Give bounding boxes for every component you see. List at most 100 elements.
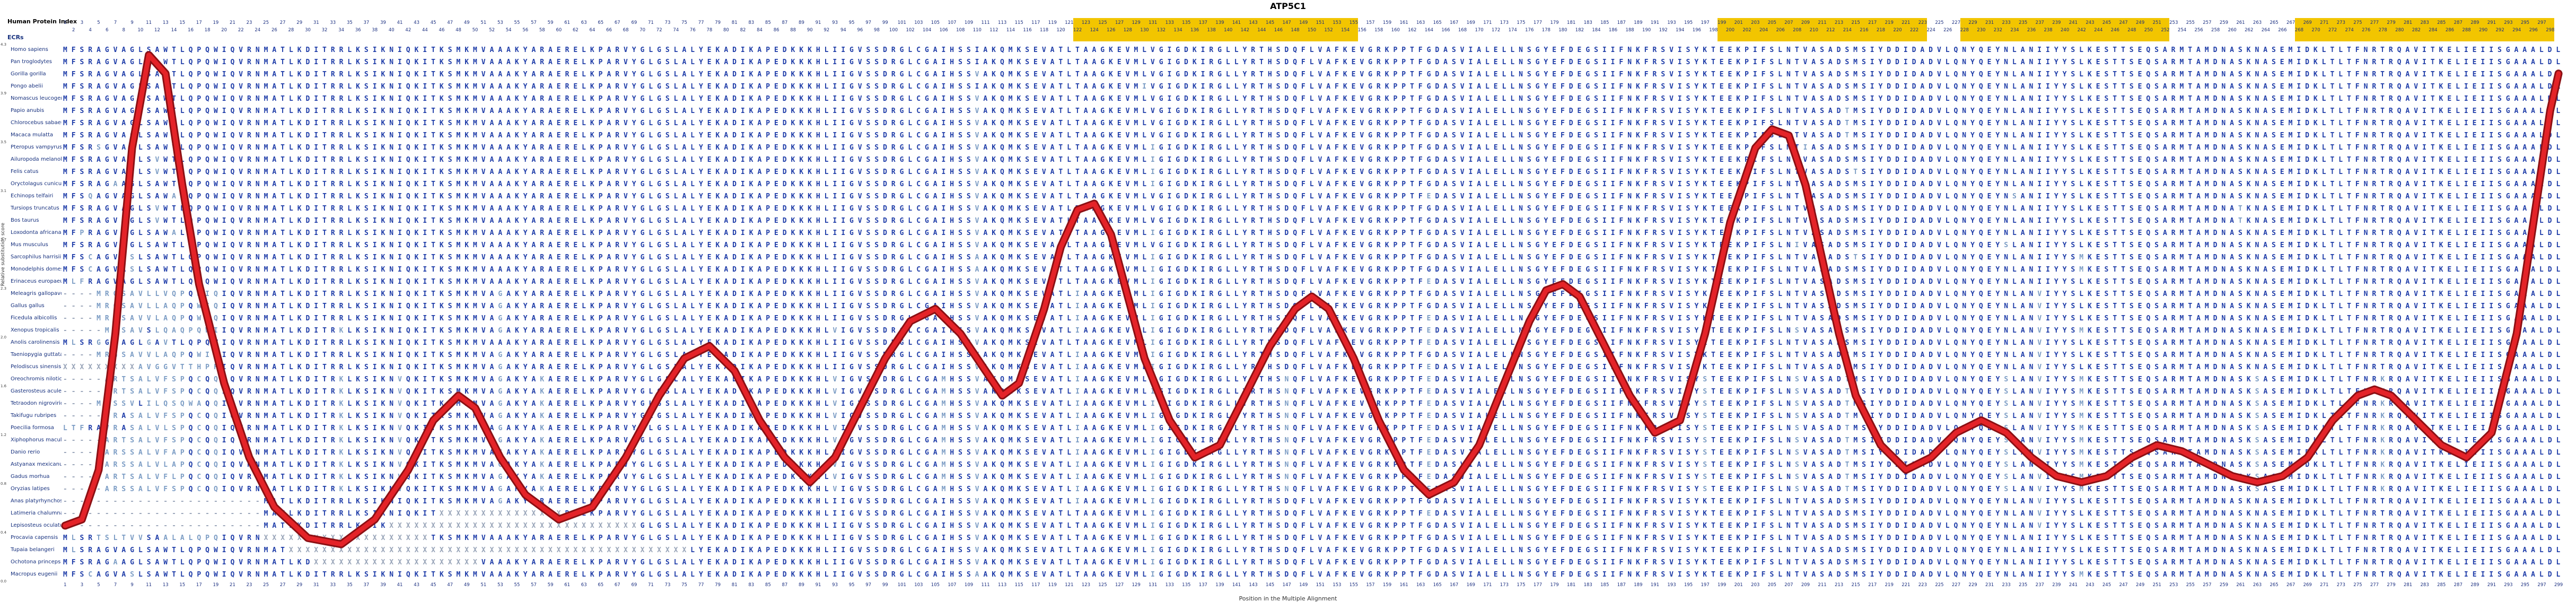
position-number: 5 (97, 20, 100, 25)
position-number: 126 (1107, 28, 1116, 33)
position-number: 295 (2520, 582, 2530, 588)
position-number: 45 (430, 582, 436, 588)
position-number: 225 (1935, 582, 1944, 588)
position-number: 7 (113, 582, 117, 588)
y-tick-label: 2.3 (1, 286, 7, 291)
species-name: Papio anubis (11, 108, 45, 114)
sequence-text: MFSRAGVAGLSVWTLQPQWIQVRNMATLKDITRRLKSIKN… (63, 168, 2565, 176)
sequence-text: MFSRAGVAGLSAWTLQPQWIQVRNMATLKDITRRLKSIKN… (63, 95, 2565, 103)
position-number: 109 (964, 582, 974, 588)
position-number: 79 (715, 582, 721, 588)
position-number: 50 (472, 28, 478, 33)
species-name: Monodelphis domestica (11, 266, 62, 272)
position-number: 257 (2203, 20, 2212, 25)
sequence-text: MFSRAGAAGLSAWTLQPQWIQVRNMATLKDXXXXXXXXXX… (63, 559, 2565, 567)
position-number: 15 (179, 20, 186, 25)
position-number: 93 (832, 582, 838, 588)
position-number: 241 (2069, 582, 2078, 588)
position-number: 92 (823, 28, 830, 33)
position-number: 291 (2487, 20, 2496, 25)
position-number: 25 (263, 582, 269, 588)
sequence-text: ----MRGSAVLLVQPQWIQIQVRNMATLKDITRRLKSIKN… (63, 290, 2565, 298)
position-number: 115 (1014, 582, 1023, 588)
position-number: 87 (782, 582, 788, 588)
position-number: 116 (1023, 28, 1032, 33)
y-tick-label: 1.2 (1, 433, 7, 437)
position-number: 43 (414, 582, 420, 588)
position-number: 296 (2529, 28, 2538, 33)
position-number: 65 (598, 582, 604, 588)
position-number: 49 (463, 582, 470, 588)
position-number: 132 (1156, 28, 1166, 33)
position-number: 41 (397, 582, 403, 588)
human-protein-index-label: Human Protein Index (7, 18, 77, 25)
position-number: 1 (64, 20, 67, 25)
position-number: 45 (430, 20, 436, 25)
position-number: 187 (1617, 582, 1626, 588)
position-number: 191 (1650, 20, 1660, 25)
position-number: 231 (1985, 20, 1994, 25)
position-number: 35 (346, 582, 353, 588)
position-number: 252 (2161, 28, 2170, 33)
species-name: Homo sapiens (11, 47, 48, 53)
position-number: 245 (2102, 20, 2111, 25)
position-number: 49 (463, 20, 470, 25)
species-name: Latimeria chalumnae (11, 510, 62, 516)
position-number: 231 (1985, 582, 1994, 588)
position-number: 25 (263, 20, 269, 25)
position-number: 292 (2495, 28, 2504, 33)
position-number: 89 (799, 20, 804, 25)
position-number: 21 (230, 582, 235, 588)
position-number: 223 (1918, 20, 1927, 25)
position-number: 229 (1968, 20, 1977, 25)
position-number: 290 (2478, 28, 2488, 33)
position-number: 11 (146, 20, 152, 25)
position-number: 144 (1257, 28, 1266, 33)
position-number: 75 (681, 20, 687, 25)
position-number: 63 (581, 582, 587, 588)
position-number: 283 (2420, 20, 2429, 25)
position-number: 13 (162, 582, 169, 588)
position-number: 17 (196, 20, 202, 25)
position-number: 95 (848, 582, 855, 588)
position-number: 249 (2136, 582, 2145, 588)
position-number: 273 (2336, 582, 2345, 588)
sequence-text: -----ARTSALVFSPQCQQIQVRNMATLKDITRKLKSIKN… (63, 437, 2565, 445)
position-number: 200 (1725, 28, 1735, 33)
position-number: 40 (388, 28, 395, 33)
position-number: 12 (154, 28, 160, 33)
position-number: 254 (2177, 28, 2187, 33)
position-number: 78 (706, 28, 713, 33)
position-number: 274 (2345, 28, 2354, 33)
position-number: 139 (1215, 582, 1224, 588)
position-number: 270 (2311, 28, 2320, 33)
position-number: 251 (2152, 582, 2161, 588)
position-number: 66 (606, 28, 612, 33)
position-number: 138 (1207, 28, 1216, 33)
position-number: 39 (380, 20, 386, 25)
position-number: 124 (1090, 28, 1099, 33)
sequence-text: -----MRSAVSLQAQPQWIIQVRNMATLKDITRKLKSIKN… (63, 327, 2565, 335)
species-name: Gasterosteus aculeatus (11, 388, 62, 394)
position-number: 165 (1433, 582, 1442, 588)
position-number: 154 (1340, 28, 1350, 33)
position-number: 293 (2504, 582, 2513, 588)
sequence-text: MFSRSGVAGLSAWTLQPQWIQVRNMATLKDITRRLKSIKN… (63, 144, 2565, 152)
position-number: 239 (2052, 20, 2061, 25)
position-number: 58 (539, 28, 545, 33)
position-number: 201 (1734, 20, 1743, 25)
position-number: 17 (196, 582, 202, 588)
species-name: Nomascus leucogenys (11, 95, 62, 101)
position-number: 251 (2152, 20, 2161, 25)
position-number: 161 (1399, 20, 1408, 25)
species-name: Tursiops truncatus (11, 205, 59, 211)
sequence-text: MLFRAGVAGLSAWTLQPQWIQVRNMATLKDITRRLKSIKN… (63, 278, 2565, 286)
position-number: 75 (681, 582, 687, 588)
position-number: 284 (2429, 28, 2438, 33)
position-number: 198 (1709, 28, 1718, 33)
sequence-text: -----ARTSALVFSPQCQQIQVRNMATLKDITRKLKSIKN… (63, 388, 2565, 396)
position-number: 289 (2470, 20, 2479, 25)
position-number: 209 (1801, 582, 1810, 588)
position-number: 19 (213, 20, 219, 25)
position-number: 1 (64, 582, 67, 588)
